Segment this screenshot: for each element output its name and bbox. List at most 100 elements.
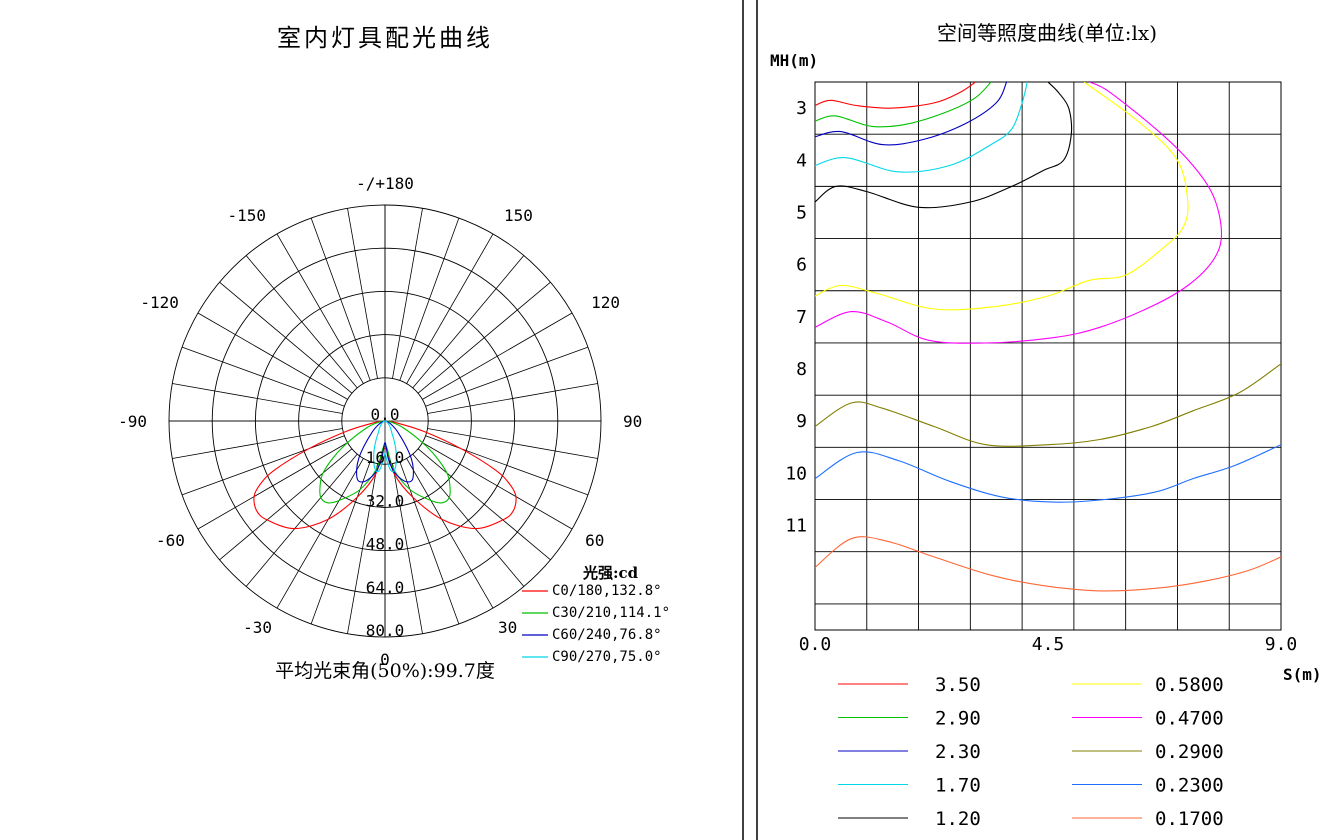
iso-x-tick-label: 9.0 (1265, 634, 1298, 655)
polar-curve-series-1 (319, 420, 451, 504)
polar-spoke (219, 281, 353, 394)
iso-curve-series-6 (815, 82, 1223, 344)
iso-chart-title: 空间等照度曲线(单位:lx) (937, 21, 1157, 45)
polar-legend-label: C90/270,75.0° (552, 649, 662, 665)
polar-spoke (412, 255, 525, 389)
iso-x-tick-label: 4.5 (1032, 634, 1065, 655)
polar-spoke (181, 435, 345, 496)
iso-curve-series-5 (815, 82, 1189, 311)
iso-curve-series-1 (815, 82, 992, 128)
iso-x-axis-label: S(m) (1283, 665, 1322, 684)
iso-y-tick-label: 10 (785, 463, 807, 484)
polar-spoke (197, 442, 348, 530)
polar-angle-label: -60 (156, 531, 185, 550)
polar-curve-series-2 (356, 420, 414, 483)
iso-legend-label: 0.2300 (1155, 775, 1224, 797)
polar-spoke (417, 448, 551, 561)
polar-legend-label: C60/240,76.8° (552, 627, 662, 643)
iso-y-tick-label: 9 (796, 411, 807, 432)
iso-y-tick-label: 11 (785, 516, 807, 537)
iso-legend-label: 1.70 (935, 775, 981, 797)
polar-spoke (425, 346, 589, 407)
polar-angle-label: 60 (585, 531, 604, 550)
polar-spoke (181, 346, 345, 407)
beam-angle-footer: 平均光束角(50%):99.7度 (275, 660, 495, 682)
polar-angle-label: -150 (227, 206, 266, 225)
polar-angle-label: -30 (243, 618, 272, 637)
polar-spoke (347, 208, 378, 379)
polar-spoke (245, 453, 358, 587)
polar-spoke (399, 217, 460, 381)
iso-legend: 3.50 2.90 2.30 1.70 1.20 0.5800 0.4700 0.2900 0.… (838, 674, 1224, 830)
polar-distribution-chart: 室内灯具配光曲线 -/+180 150 -150 120 -120 90 -90 60 -60 3… (118, 24, 670, 682)
polar-chart-title: 室内灯具配光曲线 (277, 24, 493, 52)
iso-legend-label: 0.5800 (1155, 674, 1224, 696)
polar-spoke (427, 383, 598, 414)
iso-y-tick-label: 6 (796, 255, 807, 276)
polar-spoke (406, 458, 494, 609)
polar-spoke (425, 435, 589, 496)
polar-spoke (310, 217, 371, 381)
polar-spoke (392, 208, 423, 379)
polar-angle-label: 150 (504, 206, 533, 225)
polar-spoke (219, 448, 353, 561)
iso-y-tick-label: 3 (796, 98, 807, 119)
iso-legend-label: 1.20 (935, 808, 981, 830)
polar-radial-tick-label: 64.0 (366, 578, 405, 597)
polar-angle-label: 120 (591, 293, 620, 312)
polar-curve-series-3 (373, 420, 397, 473)
polar-angle-labels: -/+180 150 -150 120 -120 90 -90 60 -60 30 -30 0 (118, 174, 642, 669)
iso-curve-series-2 (815, 82, 1008, 146)
iso-curve-series-9 (815, 536, 1281, 592)
polar-radial-tick-label: 32.0 (366, 491, 405, 510)
iso-illuminance-chart: 空间等照度曲线(单位:lx) MH(m) S(m) 3 4 5 6 7 8 9 10 11 0.0… (770, 21, 1322, 830)
polar-angle-label: -120 (140, 293, 179, 312)
polar-curve-series-0 (253, 420, 517, 530)
polar-spoke (422, 442, 573, 530)
polar-spoke (392, 463, 423, 634)
polar-radial-tick-label: 16.0 (366, 448, 405, 467)
iso-y-tick-label: 7 (796, 307, 807, 328)
iso-legend-label: 2.30 (935, 741, 981, 763)
iso-curve-series-4 (815, 82, 1073, 209)
polar-spoke (276, 233, 364, 384)
iso-legend-label: 0.1700 (1155, 808, 1224, 830)
iso-plot-frame (814, 81, 1282, 631)
polar-spoke (347, 463, 378, 634)
iso-y-axis-label: MH(m) (770, 51, 818, 70)
iso-curves (815, 82, 1281, 592)
iso-curve-series-3 (815, 82, 1028, 173)
polar-spoke (197, 312, 348, 400)
iso-x-tick-label: 0.0 (799, 634, 832, 655)
iso-y-tick-label: 8 (796, 359, 807, 380)
polar-radial-tick-label: 80.0 (366, 621, 405, 640)
polar-legend-label: C0/180,132.8° (552, 583, 662, 599)
polar-angle-label: 30 (498, 618, 517, 637)
iso-legend-label: 0.4700 (1155, 708, 1224, 730)
iso-curve-series-8 (815, 444, 1281, 503)
polar-angle-label: -90 (118, 412, 147, 431)
iso-legend-label: 2.90 (935, 708, 981, 730)
polar-grid (168, 204, 602, 638)
iso-legend-label: 3.50 (935, 674, 981, 696)
polar-legend-title: 光强:cd (582, 564, 639, 582)
iso-y-tick-label: 5 (796, 202, 807, 223)
polar-angle-label: 0 (380, 650, 390, 669)
iso-y-tick-label: 4 (796, 150, 807, 171)
polar-angle-label: -/+180 (356, 174, 414, 193)
polar-angle-label: 90 (623, 412, 642, 431)
iso-tick-labels: 3 4 5 6 7 8 9 10 11 0.0 4.5 9.0 (785, 98, 1297, 655)
polar-legend-label: C30/210,114.1° (552, 605, 670, 621)
polar-spoke (417, 281, 551, 394)
polar-spoke (276, 458, 364, 609)
polar-radial-tick-label: 0.0 (371, 405, 400, 424)
polar-spoke (412, 453, 525, 587)
iso-curve-series-0 (815, 82, 976, 109)
polar-spoke (172, 428, 343, 459)
polar-spoke (245, 255, 358, 389)
iso-grid (814, 81, 1282, 631)
polar-spoke (422, 312, 573, 400)
polar-legend: C0/180,132.8° C30/210,114.1° C60/240,76.8°… (522, 583, 670, 665)
polar-radial-tick-label: 48.0 (366, 535, 405, 554)
